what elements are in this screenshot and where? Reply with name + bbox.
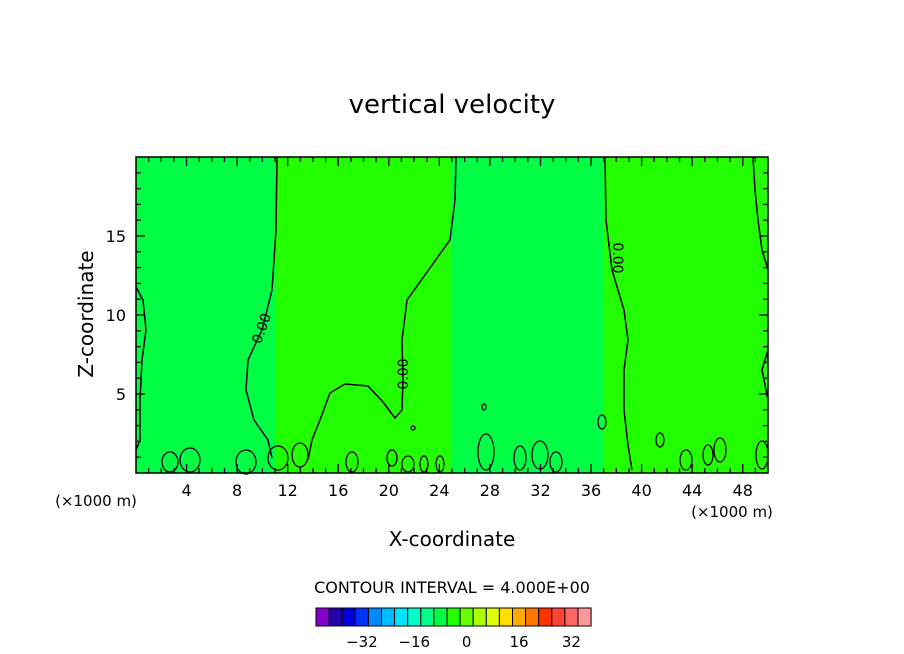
contour-blob-18 bbox=[713, 437, 727, 463]
contour-blob-10 bbox=[477, 433, 495, 471]
contour-line-5 bbox=[761, 349, 769, 401]
contour-blob-2 bbox=[235, 449, 257, 475]
contour-blob-21 bbox=[410, 425, 416, 431]
colorbar-tick-label: 0 bbox=[462, 633, 472, 651]
plot-area: 0.000.000.00 bbox=[135, 156, 769, 475]
colorbar-tick-label: 32 bbox=[562, 633, 581, 651]
y-tick-label: 15 bbox=[106, 227, 126, 246]
colorbar-swatch bbox=[446, 607, 461, 627]
contour-blob-7 bbox=[401, 455, 415, 473]
colorbar-swatch bbox=[367, 607, 382, 627]
x-tick-label: 48 bbox=[733, 481, 753, 500]
x-tick-label: 40 bbox=[631, 481, 651, 500]
x-tick-label: 28 bbox=[480, 481, 500, 500]
colorbar-swatch bbox=[407, 607, 422, 627]
x-tick-label: 24 bbox=[429, 481, 449, 500]
y-tick-labels: 5 10 15 bbox=[106, 227, 126, 404]
x-tick-labels: 4 8 12 16 20 24 28 32 36 40 44 48 bbox=[181, 481, 752, 500]
colorbar bbox=[315, 607, 592, 627]
colorbar-swatch bbox=[433, 607, 448, 627]
y-tick-label: 10 bbox=[106, 306, 126, 325]
contour-line-2 bbox=[604, 156, 633, 471]
x-unit-right: (×1000 m) bbox=[691, 503, 773, 521]
contour-blob-6 bbox=[386, 449, 398, 467]
colorbar-swatch bbox=[564, 607, 579, 627]
contour-blob-17 bbox=[702, 444, 714, 466]
contour-blob-16 bbox=[679, 449, 693, 471]
colorbar-swatch bbox=[354, 607, 369, 627]
x-tick-label: 20 bbox=[379, 481, 399, 500]
x-tick-label: 16 bbox=[328, 481, 348, 500]
x-tick-label: 32 bbox=[530, 481, 550, 500]
contour-blob-3 bbox=[267, 445, 289, 471]
contour-blob-5 bbox=[345, 451, 359, 473]
x-unit-left: (×1000 m) bbox=[55, 492, 137, 510]
region-1-1 bbox=[452, 157, 604, 473]
contour-blob-20 bbox=[481, 403, 487, 411]
contour-blob-4 bbox=[291, 442, 309, 468]
colorbar-swatch bbox=[328, 607, 343, 627]
colorbar-swatch bbox=[525, 607, 540, 627]
colorbar-swatch bbox=[538, 607, 553, 627]
region-1-0 bbox=[136, 157, 276, 473]
contour-blob-15 bbox=[655, 432, 665, 448]
colorbar-swatch bbox=[472, 607, 487, 627]
colorbar-swatch bbox=[485, 607, 500, 627]
colorbar-swatch bbox=[551, 607, 566, 627]
colorbar-tick-label: 16 bbox=[510, 633, 529, 651]
colorbar-swatch bbox=[459, 607, 474, 627]
contour-blob-11 bbox=[513, 445, 527, 471]
y-tick-label: 5 bbox=[116, 385, 126, 404]
contour-blob-8 bbox=[419, 455, 429, 473]
region-0-0 bbox=[275, 157, 452, 473]
colorbar-swatch bbox=[498, 607, 513, 627]
colorbar-swatch bbox=[512, 607, 527, 627]
colorbar-labels: −32 −16 0 16 32 bbox=[346, 633, 581, 651]
y-axis-label: Z-coordinate bbox=[74, 250, 98, 377]
contour-blob-1 bbox=[179, 447, 201, 473]
colorbar-tick-label: −16 bbox=[398, 633, 430, 651]
x-axis-label: X-coordinate bbox=[389, 527, 516, 551]
x-tick-label: 12 bbox=[278, 481, 298, 500]
contour-blob-0 bbox=[161, 451, 179, 473]
contour-label: 0.00 bbox=[396, 358, 412, 389]
colorbar-swatch bbox=[394, 607, 409, 627]
contour-blob-14 bbox=[597, 414, 607, 430]
contour-line-1 bbox=[307, 156, 457, 461]
colorbar-tick-label: −32 bbox=[346, 633, 378, 651]
x-tick-label: 36 bbox=[581, 481, 601, 500]
contour-line-0 bbox=[245, 156, 278, 459]
x-tick-label: 8 bbox=[232, 481, 242, 500]
chart-title: vertical velocity bbox=[349, 90, 556, 120]
contour-line-4 bbox=[135, 286, 147, 451]
region-0-1 bbox=[603, 157, 768, 473]
contour-blob-13 bbox=[549, 451, 563, 473]
colorbar-swatch bbox=[577, 607, 592, 627]
x-tick-label: 4 bbox=[181, 481, 191, 500]
colorbar-swatch bbox=[381, 607, 396, 627]
contour-line-3 bbox=[752, 156, 769, 271]
colorbar-swatch bbox=[341, 607, 356, 627]
colorbar-swatch bbox=[315, 607, 330, 627]
x-tick-label: 44 bbox=[682, 481, 702, 500]
axes bbox=[135, 156, 769, 474]
contour-label: 0.00 bbox=[609, 242, 625, 273]
colorbar-swatch bbox=[420, 607, 435, 627]
contour-interval-label: CONTOUR INTERVAL = 4.000E+00 bbox=[314, 578, 590, 597]
